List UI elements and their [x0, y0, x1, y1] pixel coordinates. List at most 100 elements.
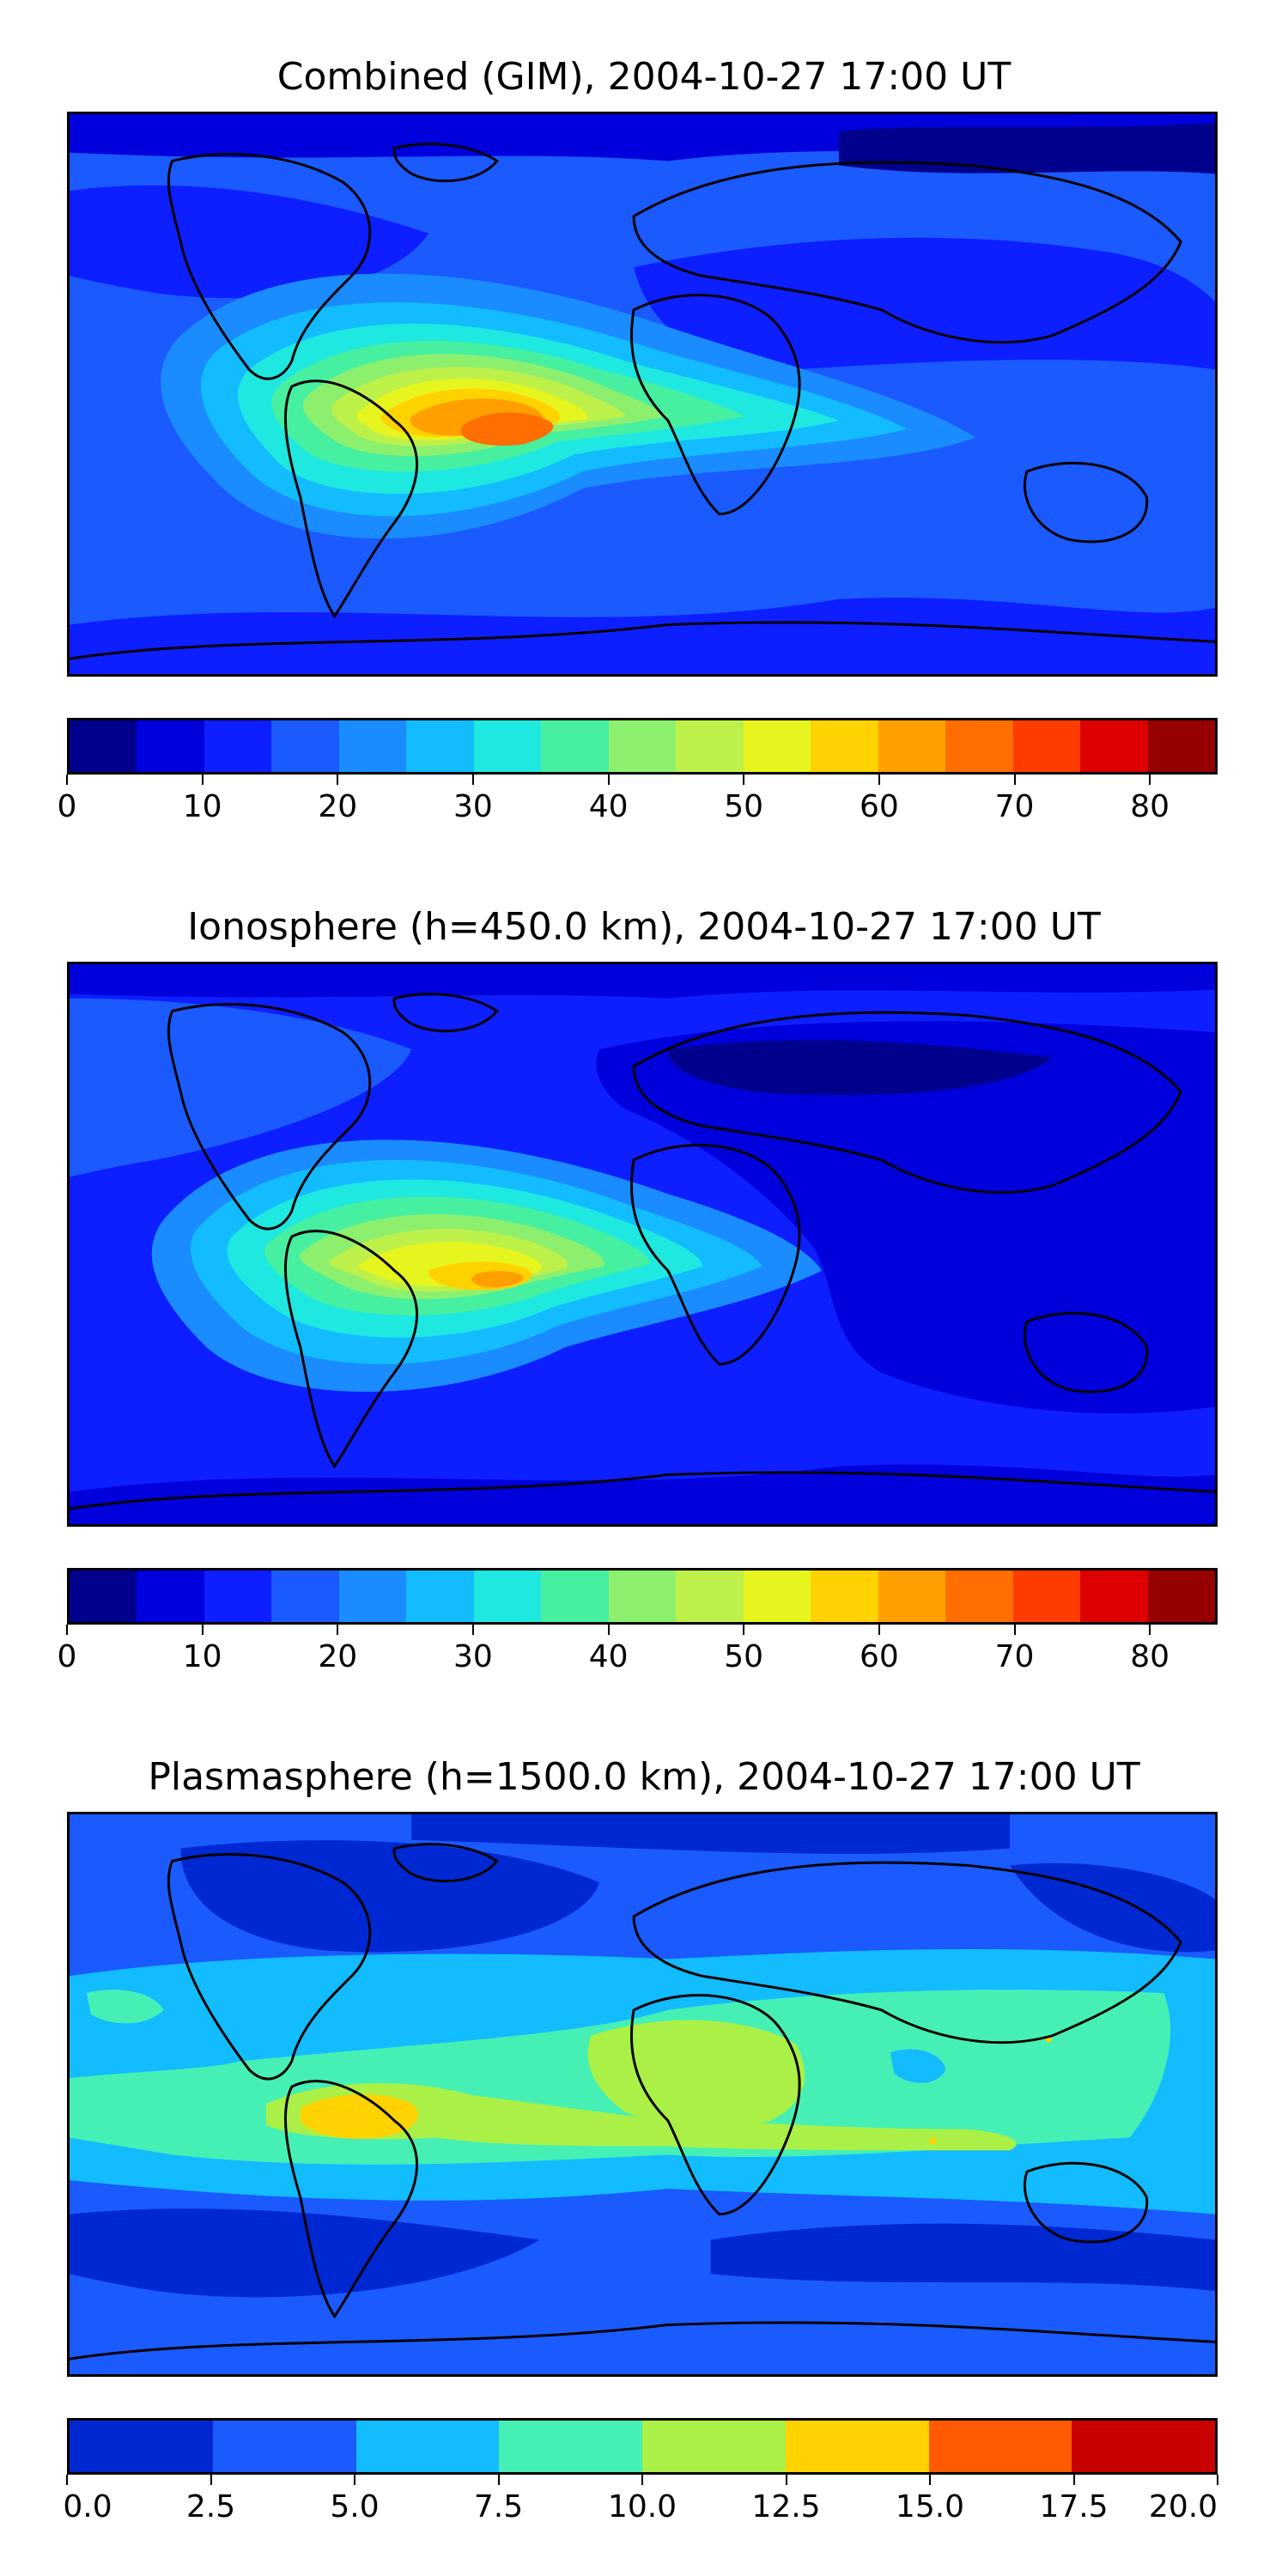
colorbar-1-tick-label: 0 [57, 789, 77, 824]
colorbar-3-segment [212, 2421, 356, 2472]
map-2-south-america [283, 1230, 419, 1469]
map-3-eurasia [632, 1861, 1182, 2044]
colorbar-1-segment [406, 720, 474, 772]
colorbar-1-tick-label: 70 [994, 789, 1035, 824]
map-2-antarctica [70, 1471, 1215, 1510]
colorbar-1-segment [70, 720, 137, 772]
colorbar-3-tick [641, 2475, 643, 2485]
colorbar-3-ticks: 0.0 2.5 5.0 7.5 10.0 12.5 15.0 17.5 20.0 [63, 2475, 1218, 2526]
map-3-small-max-2 [929, 2137, 937, 2145]
map-1-asia-low [634, 237, 1215, 370]
map-3-contour-12-5 [300, 2094, 419, 2139]
colorbar-2-ticks: 0 10 20 30 40 50 60 70 80 [58, 1625, 1218, 1676]
colorbar-2-tick-label: 30 [453, 1639, 493, 1674]
map-3-north-polar-low-2 [411, 1814, 1011, 1854]
map-2-south-polar-band [70, 1464, 1215, 1524]
colorbar-2-segment [811, 1571, 878, 1622]
colorbar-3-tick [785, 2475, 787, 2485]
colorbar-1-tick [607, 775, 610, 785]
map-1-south-america [283, 380, 419, 619]
map-3-greenland [392, 1843, 499, 1883]
colorbar-1-segment [811, 720, 878, 772]
colorbar-1-segment [271, 720, 339, 772]
colorbar-1-segment [541, 720, 609, 772]
colorbar-2-segment [271, 1571, 339, 1622]
colorbar-1-segment [608, 720, 677, 772]
colorbar-1-tick [743, 775, 745, 785]
colorbar-2-tick [1013, 1625, 1016, 1635]
colorbar-1-segment [1147, 720, 1215, 772]
map-3-indian-ocean-dip [890, 2049, 946, 2083]
map-2-asia-core [667, 1040, 1053, 1096]
map-2-asia-pacific-low [596, 1021, 1215, 1414]
colorbar-1-segment [676, 720, 744, 772]
map-3-south-america [283, 2080, 419, 2319]
colorbar-2-segment [70, 1571, 137, 1622]
map-3-tropical-band-contour-10 [265, 2083, 1017, 2151]
colorbar-2-segment [1012, 1571, 1081, 1622]
colorbar-3-segment [928, 2421, 1072, 2472]
map-3-south-indian-low [710, 2223, 1215, 2291]
colorbar-3-tick-label: 17.5 [1039, 2489, 1109, 2524]
map-1-greenland [392, 143, 499, 183]
colorbar-3-segment [1072, 2421, 1215, 2472]
map-1-antarctica [70, 621, 1215, 660]
colorbar-1-tick-label: 60 [859, 789, 899, 824]
map-panel-2 [67, 962, 1218, 1527]
colorbar-3-tick-label: 15.0 [895, 2489, 965, 2524]
map-panel-3 [67, 1812, 1218, 2377]
colorbar-1-segment [1080, 720, 1148, 772]
colorbar-3-tick [354, 2475, 355, 2485]
panel-2-title: Ionosphere (h=450.0 km), 2004-10-27 17:0… [187, 905, 1101, 949]
colorbar-2-tick-label: 60 [859, 1639, 899, 1674]
map-1-south-polar-band [70, 598, 1215, 674]
colorbar-2-segment [1147, 1571, 1215, 1622]
map-3-svg [70, 1814, 1215, 2374]
colorbar-3-segment [785, 2421, 929, 2472]
map-2-africa [630, 1144, 801, 1366]
map-2-north-polar-band [70, 964, 1215, 999]
colorbar-1-tick [337, 775, 339, 785]
colorbar-3-segment [642, 2421, 786, 2472]
colorbar-2-tick-label: 0 [57, 1639, 77, 1674]
map-1-australia [1023, 461, 1149, 544]
colorbar-1-tick [1013, 775, 1016, 785]
map-3-south-pacific-low [70, 2208, 540, 2298]
map-2-australia [1023, 1311, 1149, 1394]
colorbar-2-segment [541, 1571, 609, 1622]
colorbar-3-tick [66, 2475, 68, 2485]
colorbar-1-ticks: 0 10 20 30 40 50 60 70 80 [58, 775, 1218, 826]
colorbar-1-tick [878, 775, 880, 785]
colorbar-1-tick [1149, 775, 1151, 785]
colorbar-2-tick [66, 1625, 68, 1635]
panel-3-title: Plasmasphere (h=1500.0 km), 2004-10-27 1… [148, 1755, 1140, 1799]
colorbar-1 [67, 718, 1218, 775]
colorbar-2-tick [743, 1625, 745, 1635]
colorbar-3-tick-label: 0.0 [63, 2489, 112, 2524]
map-3-pacific-island-contour [86, 1990, 164, 2024]
colorbar-3-tick [1217, 2475, 1218, 2485]
colorbar-1-segment [743, 720, 811, 772]
colorbar-1-tick-label: 50 [724, 789, 764, 824]
map-2-north-pacific [70, 998, 412, 1177]
colorbar-1-tick-label: 30 [453, 789, 493, 824]
map-1-north-polar-core [838, 122, 1215, 174]
colorbar-2-segment [1080, 1571, 1148, 1622]
colorbar-2-tick-label: 10 [182, 1639, 222, 1674]
colorbar-2-tick [878, 1625, 880, 1635]
colorbar-3-tick [1072, 2475, 1075, 2485]
colorbar-1-segment [338, 720, 407, 772]
colorbar-3-tick-label: 5.0 [330, 2489, 380, 2524]
colorbar-2-tick-label: 20 [318, 1639, 358, 1674]
colorbar-3-tick [497, 2475, 500, 2485]
map-2-contour-60 [471, 1271, 524, 1288]
colorbar-2-segment [608, 1571, 677, 1622]
colorbar-1-tick-label: 10 [182, 789, 222, 824]
map-3-northeast-low [1010, 1862, 1215, 1953]
colorbar-2-tick [337, 1625, 339, 1635]
map-2-svg [70, 964, 1215, 1524]
colorbar-2-tick-label: 80 [1130, 1639, 1170, 1674]
map-1-contour-65 [460, 412, 554, 446]
colorbar-1-segment [945, 720, 1013, 772]
map-2-eurasia [632, 1011, 1182, 1194]
